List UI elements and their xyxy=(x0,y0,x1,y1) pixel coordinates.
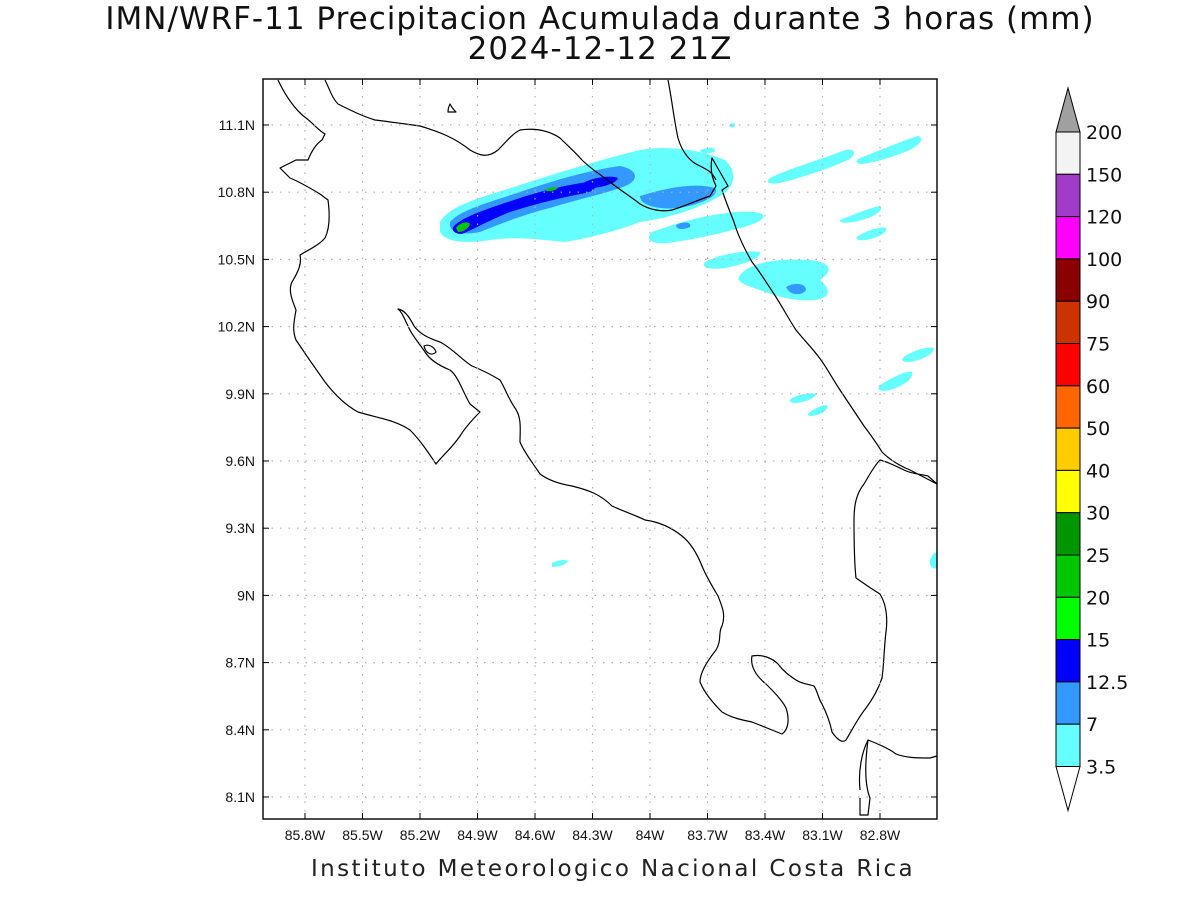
colorbar-max-triangle xyxy=(1055,86,1081,133)
precip-area-light xyxy=(839,206,882,223)
colorbar-label: 7 xyxy=(1086,714,1098,736)
precip-area-light xyxy=(700,147,716,154)
lat-tick-label: 9.3N xyxy=(225,520,255,536)
colorbar-label: 60 xyxy=(1086,376,1110,398)
colorbar-segment xyxy=(1055,723,1081,768)
lon-tick-label: 84W xyxy=(636,827,666,843)
precip-area-light xyxy=(807,405,828,416)
lon-tick-label: 83.1W xyxy=(802,827,843,843)
lat-tick-label: 9N xyxy=(237,587,255,603)
colorbar-segment xyxy=(1055,343,1081,387)
colorbar-min-triangle xyxy=(1055,766,1081,813)
precip-area-light xyxy=(729,123,736,128)
grid xyxy=(263,79,937,819)
colorbar-segment xyxy=(1055,639,1081,683)
precip-area-core xyxy=(456,222,470,232)
colorbar-segment xyxy=(1055,427,1081,471)
precip-area-heavy xyxy=(452,182,596,234)
colorbar-label: 75 xyxy=(1086,334,1110,356)
colorbar-label: 90 xyxy=(1086,291,1110,313)
longitude-axis: 85.8W 85.5W 85.2W 84.9W 84.6W 84.3W 84W 83.7W 83… xyxy=(285,79,901,843)
precipitation-field xyxy=(440,123,937,569)
precip-area-light xyxy=(648,211,764,244)
precip-area-heavy xyxy=(583,176,618,188)
precip-area-medium xyxy=(676,222,691,230)
lat-tick-label: 9.6N xyxy=(225,453,255,469)
colorbar-segment xyxy=(1055,469,1081,514)
lon-tick-label: 82.8W xyxy=(860,827,901,843)
colorbar-label: 200 xyxy=(1086,122,1122,144)
precip-area-light xyxy=(789,393,816,403)
precip-area-medium xyxy=(786,283,806,295)
lat-tick-label: 8.1N xyxy=(225,789,255,805)
colorbar-segment xyxy=(1055,385,1081,429)
precip-area-light xyxy=(856,136,922,164)
precip-area-light xyxy=(738,259,829,301)
colorbar-segment xyxy=(1055,681,1081,725)
colorbar-label: 30 xyxy=(1086,503,1110,525)
map-valid-time: 2024-12-12 21Z xyxy=(467,31,733,67)
colorbar-segment xyxy=(1055,173,1081,218)
lon-tick-label: 83.7W xyxy=(687,827,728,843)
colorbar-label: 40 xyxy=(1086,460,1110,482)
colorbar-segment xyxy=(1055,300,1081,345)
colorbar-segment xyxy=(1055,554,1081,598)
lat-tick-label: 10.5N xyxy=(218,251,255,267)
precip-area-light xyxy=(552,559,568,567)
colorbar-label: 20 xyxy=(1086,587,1110,609)
colorbar-segment xyxy=(1055,512,1081,556)
precip-area-core xyxy=(544,186,558,192)
precip-area-light xyxy=(767,149,855,184)
colorbar-label: 15 xyxy=(1086,630,1110,652)
latitude-axis: 11.1N 10.8N 10.5N 10.2N 9.9N 9.6N 9.3N 9N 8.7N 8.… xyxy=(218,117,937,805)
colorbar-label: 50 xyxy=(1086,418,1110,440)
lon-tick-label: 85.8W xyxy=(285,827,326,843)
footer-credit: Instituto Meteorologico Nacional Costa R… xyxy=(310,856,916,882)
coastline xyxy=(277,79,938,816)
lat-tick-label: 8.4N xyxy=(225,722,255,738)
colorbar-segment xyxy=(1055,258,1081,302)
precip-area-light xyxy=(902,347,934,362)
colorbar-label: 3.5 xyxy=(1086,757,1116,779)
colorbar-label: 25 xyxy=(1086,545,1110,567)
lat-tick-label: 9.9N xyxy=(225,386,255,402)
colorbar-segment xyxy=(1055,131,1081,175)
map-frame xyxy=(262,78,938,820)
lon-tick-label: 84.3W xyxy=(572,827,613,843)
lon-tick-label: 85.2W xyxy=(400,827,441,843)
lon-tick-label: 84.6W xyxy=(515,827,556,843)
precip-area-medium xyxy=(640,185,716,209)
precip-area-light xyxy=(856,227,887,241)
lon-tick-label: 84.9W xyxy=(457,827,498,843)
lon-tick-label: 83.4W xyxy=(745,827,786,843)
lat-tick-label: 11.1N xyxy=(219,117,255,133)
precip-area-light xyxy=(929,552,937,569)
colorbar-segment xyxy=(1055,596,1081,641)
lat-tick-label: 8.7N xyxy=(225,655,255,671)
lon-tick-label: 85.5W xyxy=(342,827,383,843)
colorbar-label: 12.5 xyxy=(1086,672,1128,694)
precip-area-light xyxy=(878,371,913,391)
colorbar: 200 150 120 100 90 75 60 50 40 30 25 20 15 12.5 7 3.5 xyxy=(1055,86,1128,813)
precip-area-light xyxy=(703,251,761,269)
lat-tick-label: 10.8N xyxy=(218,184,255,200)
colorbar-label: 150 xyxy=(1086,164,1122,186)
map-title: IMN/WRF-11 Precipitacion Acumulada duran… xyxy=(105,1,1095,37)
colorbar-segment xyxy=(1055,216,1081,260)
lat-tick-label: 10.2N xyxy=(218,319,255,335)
colorbar-label: 120 xyxy=(1086,207,1122,229)
colorbar-label: 100 xyxy=(1086,249,1122,271)
